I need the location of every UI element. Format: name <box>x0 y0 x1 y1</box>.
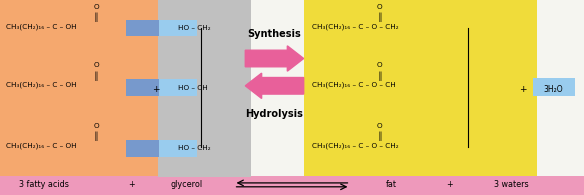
Text: ║: ║ <box>94 132 99 141</box>
Text: CH₃(CH₂)₁₆ – C – OH: CH₃(CH₂)₁₆ – C – OH <box>6 142 77 149</box>
Bar <box>304 0 537 177</box>
Bar <box>126 79 159 96</box>
Text: O: O <box>377 123 383 129</box>
Text: O: O <box>93 123 99 129</box>
Text: HO – CH₂: HO – CH₂ <box>178 25 211 31</box>
Text: CH₃(CH₂)₁₆ – C – OH: CH₃(CH₂)₁₆ – C – OH <box>6 82 77 88</box>
Bar <box>159 140 197 157</box>
Bar <box>158 0 251 177</box>
Text: Synthesis: Synthesis <box>248 29 301 39</box>
Text: ║: ║ <box>94 71 99 81</box>
Bar <box>126 140 159 157</box>
Bar <box>126 20 159 36</box>
FancyArrow shape <box>245 73 304 98</box>
Text: HO – CH: HO – CH <box>178 85 208 91</box>
Text: CH₃(CH₂)₁₆ – C – O – CH₂: CH₃(CH₂)₁₆ – C – O – CH₂ <box>312 142 399 149</box>
Text: +: + <box>128 180 135 189</box>
Text: ║: ║ <box>377 71 382 81</box>
Text: ║: ║ <box>377 132 382 141</box>
Text: 3 waters: 3 waters <box>493 180 529 189</box>
Text: glycerol: glycerol <box>171 180 203 189</box>
Text: 3 fatty acids: 3 fatty acids <box>19 180 69 189</box>
Text: Hydrolysis: Hydrolysis <box>245 109 304 119</box>
Text: CH₃(CH₂)₁₆ – C – O – CH₂: CH₃(CH₂)₁₆ – C – O – CH₂ <box>312 23 399 30</box>
Text: +: + <box>446 180 453 189</box>
Text: +: + <box>152 85 159 94</box>
Bar <box>0 0 251 177</box>
Text: +: + <box>519 85 526 94</box>
Bar <box>533 78 575 96</box>
Text: HO – CH₂: HO – CH₂ <box>178 145 211 151</box>
Bar <box>159 79 197 96</box>
FancyArrow shape <box>245 46 304 71</box>
Text: ║: ║ <box>94 13 99 22</box>
Text: O: O <box>93 4 99 10</box>
Text: ║: ║ <box>377 13 382 22</box>
Text: CH₃(CH₂)₁₆ – C – O – CH: CH₃(CH₂)₁₆ – C – O – CH <box>312 82 396 88</box>
Text: 3H₂O: 3H₂O <box>544 85 564 94</box>
Text: O: O <box>93 62 99 68</box>
Text: O: O <box>377 62 383 68</box>
Bar <box>159 20 197 36</box>
Text: CH₃(CH₂)₁₆ – C – OH: CH₃(CH₂)₁₆ – C – OH <box>6 23 77 30</box>
Bar <box>0 176 584 195</box>
Text: fat: fat <box>386 180 397 189</box>
Text: O: O <box>377 4 383 10</box>
